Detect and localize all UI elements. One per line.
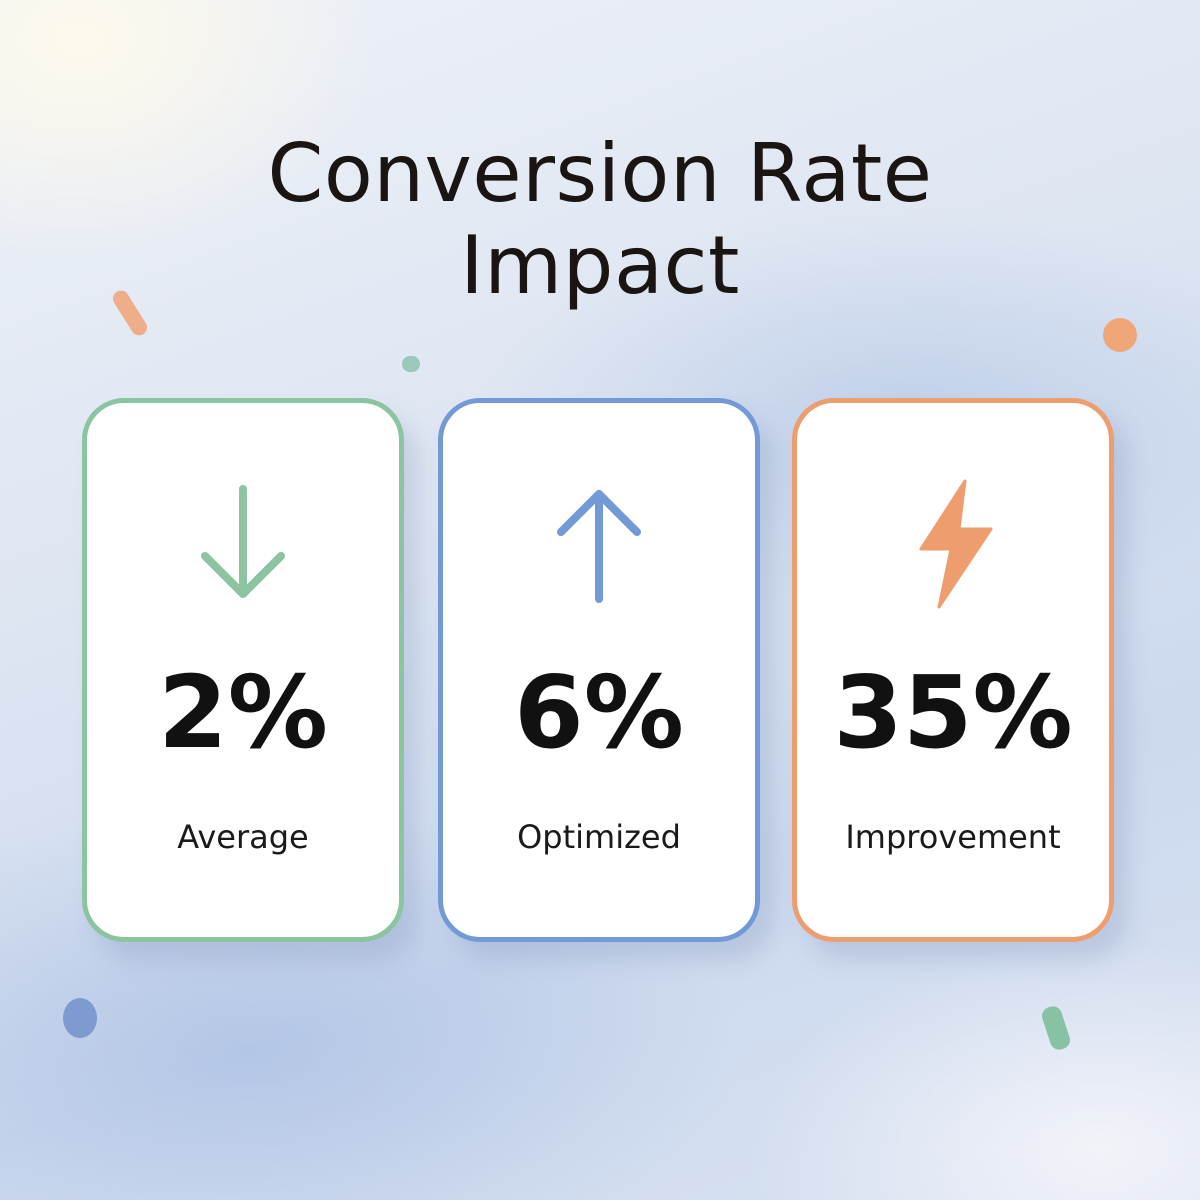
lightning-icon bbox=[919, 479, 993, 609]
title: Conversion Rate Impact bbox=[267, 127, 933, 312]
down-arrow-icon bbox=[201, 485, 285, 598]
decoration bbox=[1039, 1003, 1073, 1053]
stat-card: 35% Improvement bbox=[792, 398, 1114, 942]
stat-card: 6% Optimized bbox=[438, 398, 760, 942]
up-arrow-icon bbox=[557, 490, 641, 603]
decoration bbox=[63, 998, 97, 1038]
stat-label: Average bbox=[177, 818, 309, 856]
stat-card: 2% Average bbox=[82, 398, 404, 942]
stat-label: Improvement bbox=[845, 818, 1061, 856]
stat-value: 35% bbox=[833, 654, 1073, 771]
stat-value: 6% bbox=[514, 654, 684, 771]
decoration bbox=[109, 287, 151, 339]
stat-label: Optimized bbox=[517, 818, 681, 856]
decoration bbox=[402, 356, 420, 372]
decoration bbox=[1103, 318, 1137, 352]
stat-value: 2% bbox=[158, 654, 328, 771]
